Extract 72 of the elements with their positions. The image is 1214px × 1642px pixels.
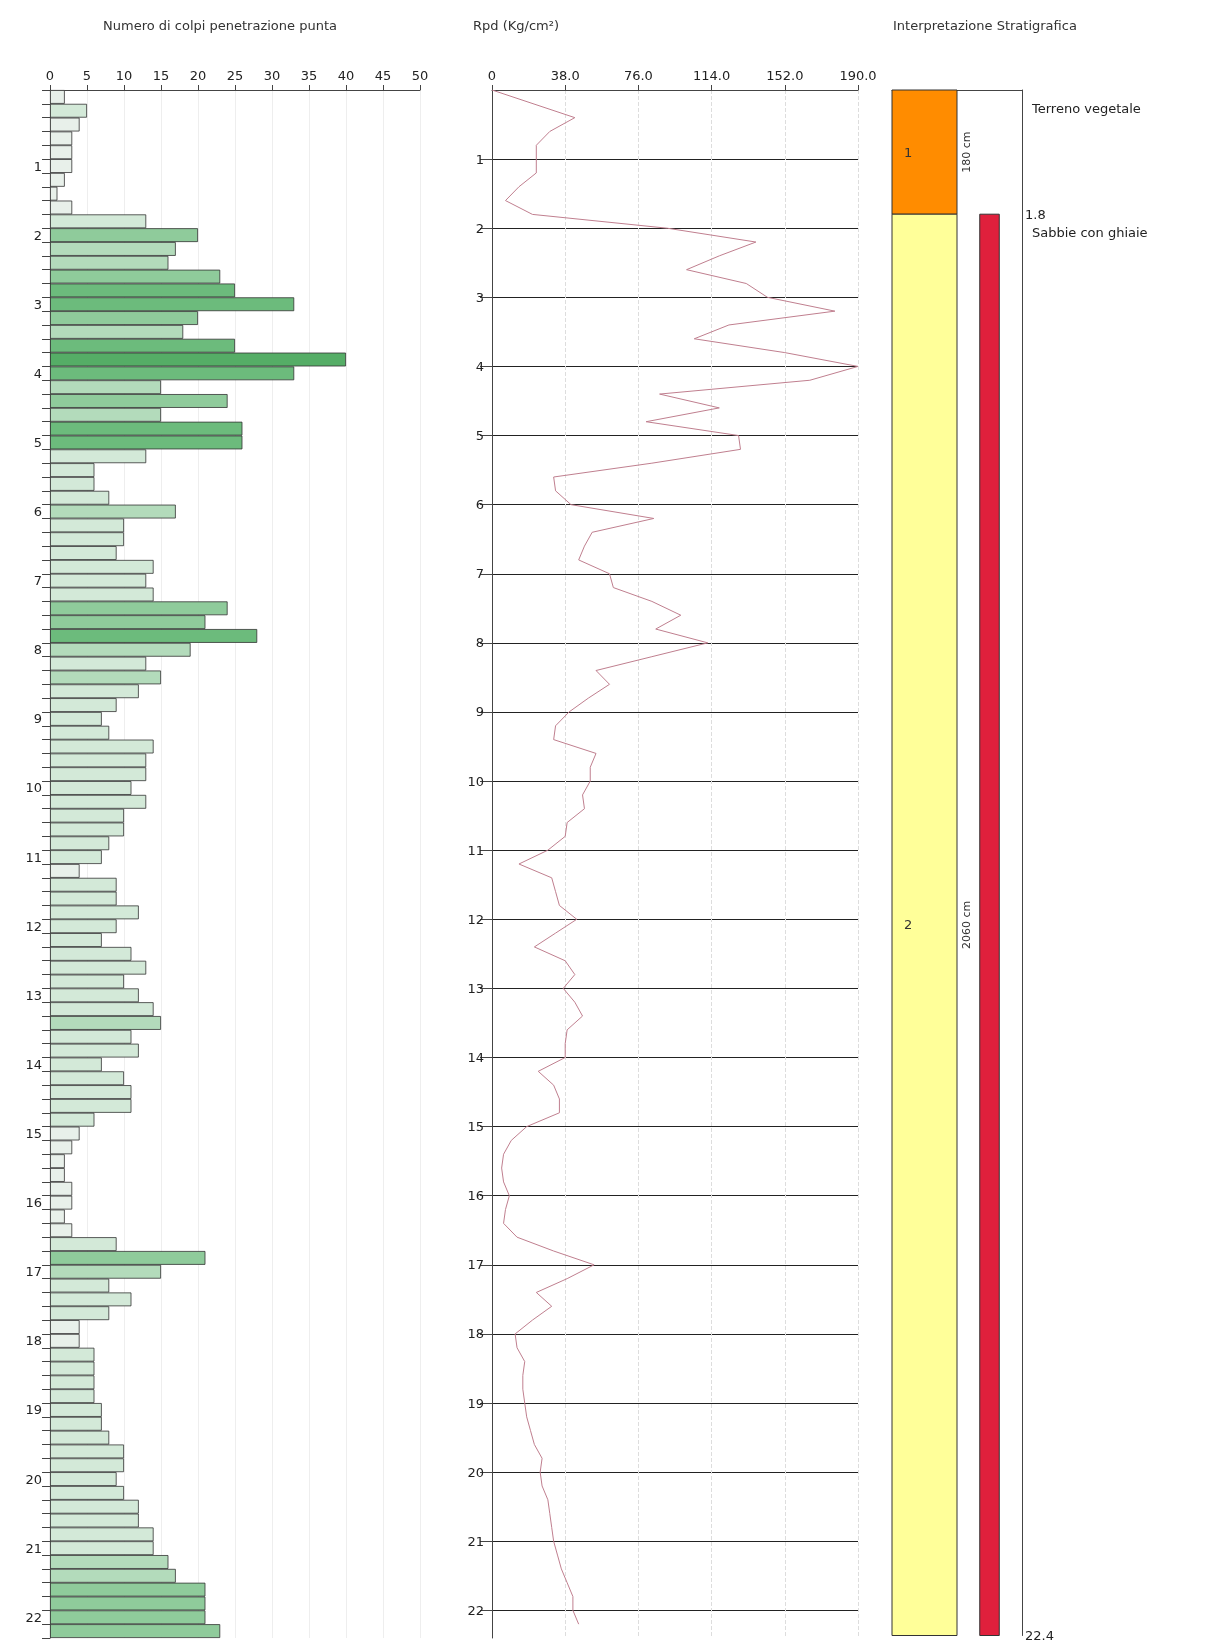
x-tick-label: 50 [411, 68, 429, 83]
y-tick-label: 21 [467, 1533, 484, 1549]
y-tick-label: 12 [467, 911, 484, 927]
x-tick-label: 76.0 [623, 68, 653, 83]
y-tick-label: 7 [475, 566, 484, 582]
y-tick-label: 19 [25, 1402, 42, 1418]
y-tick-label: 13 [467, 980, 484, 996]
x-tick-label: 10 [115, 68, 133, 83]
y-tick-label: 6 [475, 497, 484, 513]
y-tick-label: 9 [475, 704, 484, 720]
chart-title: Numero di colpi penetrazione punta [103, 18, 337, 33]
y-tick-label: 22.4 [1025, 1628, 1054, 1642]
x-tick-label: 30 [263, 68, 281, 83]
y-tick-label: 14 [25, 1056, 42, 1072]
y-tick-label: 22 [467, 1602, 484, 1618]
y-tick-label: 11 [25, 849, 42, 865]
x-tick-label: 45 [374, 68, 392, 83]
y-tick-label: 14 [467, 1050, 484, 1065]
y-tick-label: 11 [467, 842, 484, 858]
x-tick-label: 0 [487, 68, 497, 83]
y-tick-label: 6 [33, 504, 42, 520]
chart-title: Rpd (Kg/cm²) [473, 18, 559, 33]
y-tick-label: 18 [25, 1333, 42, 1349]
y-tick-label: 16 [467, 1188, 484, 1204]
y-tick-label: 2 [475, 220, 484, 236]
y-tick-label: 20 [25, 1471, 42, 1487]
y-tick-label: 5 [33, 434, 42, 450]
y-tick-label: 4 [475, 358, 484, 374]
y-tick-label: 10 [25, 780, 42, 796]
y-tick-label: 20 [467, 1464, 484, 1480]
x-tick-label: 20 [189, 68, 207, 83]
text: Terreno vegetale [1031, 101, 1141, 116]
y-tick-label: 13 [25, 987, 42, 1003]
y-tick-label: 3 [475, 289, 484, 305]
y-tick-label: 19 [467, 1395, 484, 1411]
x-tick-label: 190.0 [839, 68, 877, 83]
x-tick-label: 5 [82, 68, 92, 83]
y-tick-label: 8 [475, 635, 484, 651]
y-tick-label: 21 [25, 1540, 42, 1556]
annotation: 1 [904, 144, 913, 160]
y-tick-label: 8 [33, 642, 42, 658]
y-tick-label: 17 [25, 1264, 42, 1280]
x-tick-label: 152.0 [766, 68, 804, 83]
y-tick-label: 15 [25, 1126, 42, 1142]
y-tick-label: 22 [25, 1609, 42, 1625]
annotation: 180 cm [960, 131, 973, 173]
y-tick-label: 4 [33, 365, 42, 381]
x-tick-label: 40 [337, 68, 355, 83]
y-tick-label: 18 [467, 1326, 484, 1342]
chart-title: Interpretazione Stratigrafica [893, 18, 1077, 33]
y-tick-label: 15 [467, 1119, 484, 1135]
x-tick-label: 35 [300, 68, 318, 83]
y-tick-label: 1 [475, 151, 484, 167]
y-tick-label: 9 [33, 711, 42, 727]
y-tick-label: 5 [475, 428, 484, 444]
annotation: 2060 cm [960, 900, 973, 949]
y-tick-label: 16 [25, 1195, 42, 1211]
x-tick-label: 38.0 [550, 68, 580, 83]
x-tick-label: 0 [45, 68, 55, 83]
y-tick-label: 10 [467, 773, 484, 789]
y-tick-label: 1 [33, 158, 42, 174]
y-tick-label: 7 [33, 573, 42, 589]
x-tick-label: 25 [226, 68, 244, 83]
y-tick-label: 3 [33, 296, 42, 312]
y-tick-label: 12 [25, 918, 42, 934]
y-tick-label: 2 [33, 227, 42, 243]
text: Sabbie con ghiaie [1032, 225, 1148, 241]
x-tick-label: 15 [152, 68, 170, 83]
y-tick-label: 17 [467, 1257, 484, 1273]
annotation: 2 [904, 917, 913, 933]
y-tick-label: 1.8 [1025, 206, 1046, 222]
x-tick-label: 114.0 [692, 68, 731, 83]
